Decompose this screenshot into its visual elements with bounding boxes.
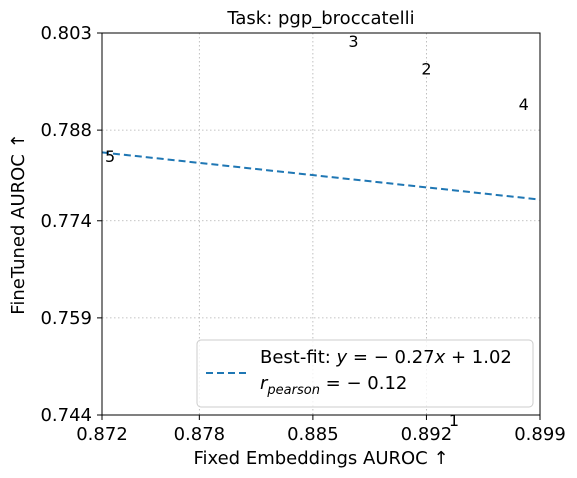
point-label-3: 3 <box>348 32 358 51</box>
y-tick-label: 0.744 <box>40 405 92 426</box>
legend-best-fit-text: Best-fit: y = − 0.27x + 1.02 <box>260 347 512 368</box>
x-tick-label: 0.899 <box>514 424 566 445</box>
point-label-1: 1 <box>449 411 459 430</box>
y-gridlines <box>102 129 540 319</box>
legend: Best-fit: y = − 0.27x + 1.02 rpearson = … <box>196 339 534 408</box>
x-axis-ticks: 0.872 0.878 0.885 0.892 0.899 <box>76 415 566 445</box>
best-fit-line <box>101 151 541 201</box>
x-tick-label: 0.885 <box>287 424 339 445</box>
point-label-2: 2 <box>421 60 431 79</box>
x-axis-label: Fixed Embeddings AUROC ↑ <box>193 448 448 469</box>
y-tick-label: 0.803 <box>40 23 92 44</box>
x-tick-label: 0.872 <box>76 424 128 445</box>
plot-area-frame <box>101 32 541 416</box>
x-tick-label: 0.892 <box>401 424 453 445</box>
y-tick-label: 0.788 <box>40 120 92 141</box>
y-tick-label: 0.759 <box>40 308 92 329</box>
y-axis-ticks: 0.744 0.759 0.774 0.788 0.803 <box>40 23 102 426</box>
x-tick-label: 0.878 <box>174 424 226 445</box>
y-axis-label: FineTuned AUROC ↑ <box>8 133 29 314</box>
legend-pearson-text: rpearson = − 0.12 <box>260 373 407 398</box>
y-tick-label: 0.774 <box>40 211 92 232</box>
point-label-4: 4 <box>519 95 529 114</box>
point-labels: 1 2 3 4 5 <box>105 32 529 430</box>
chart-title: Task: pgp_broccatelli <box>226 8 414 29</box>
point-label-5: 5 <box>105 147 115 166</box>
legend-box <box>196 339 534 408</box>
